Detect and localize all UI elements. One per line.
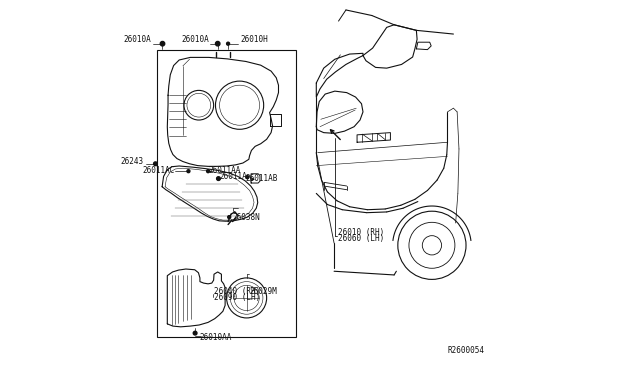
Text: 26029M: 26029M <box>250 287 277 296</box>
Circle shape <box>228 216 230 219</box>
Text: 26243: 26243 <box>121 157 144 166</box>
Text: 26010A: 26010A <box>124 35 152 44</box>
Text: 26011AC: 26011AC <box>142 166 175 174</box>
Circle shape <box>193 331 197 335</box>
Circle shape <box>216 177 220 180</box>
Text: 26040 (RH): 26040 (RH) <box>214 287 260 296</box>
Circle shape <box>187 170 190 173</box>
Text: 26010AA: 26010AA <box>200 333 232 342</box>
Text: R2600054: R2600054 <box>448 346 485 355</box>
Text: 26011AB: 26011AB <box>246 174 278 183</box>
Circle shape <box>246 176 249 179</box>
Text: 26090 (LH): 26090 (LH) <box>214 294 260 302</box>
Bar <box>157 49 296 337</box>
Circle shape <box>216 41 220 46</box>
Circle shape <box>160 41 164 46</box>
Text: 26010H: 26010H <box>240 35 268 44</box>
Text: 26011A: 26011A <box>219 172 247 181</box>
Text: 26010A: 26010A <box>181 35 209 44</box>
Text: 26011AA: 26011AA <box>209 166 241 174</box>
Text: 26060 (LH): 26060 (LH) <box>338 234 384 243</box>
Circle shape <box>207 170 209 173</box>
Circle shape <box>154 162 157 166</box>
Circle shape <box>227 42 230 45</box>
Text: 26010 (RH): 26010 (RH) <box>338 228 384 237</box>
Text: 26038N: 26038N <box>233 213 260 222</box>
